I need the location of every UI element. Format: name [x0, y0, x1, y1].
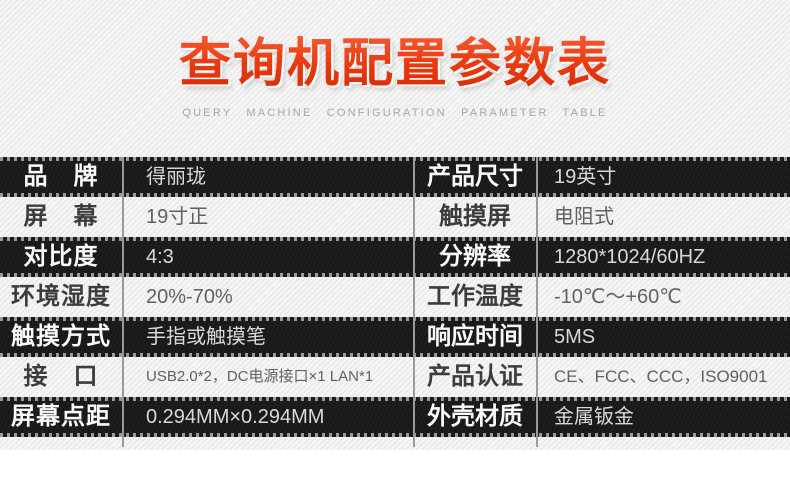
spec-value-contrast: 4:3: [146, 246, 174, 268]
table-row-dot-pitch: 屏幕点距 0.294MM×0.294MM 外壳材质 金属钣金: [0, 397, 790, 437]
table-row-contrast: 对比度 4:3 分辨率 1280*1024/60HZ: [0, 237, 790, 277]
spec-table: 品 牌 得丽珑 产品尺寸 19英寸 屏 幕 19寸正 触摸屏 电阻式 对比度 4…: [0, 157, 790, 447]
table-row-brand: 品 牌 得丽珑 产品尺寸 19英寸: [0, 157, 790, 197]
page-title: 查询机配置参数表: [178, 35, 611, 93]
column-divider: [536, 157, 538, 447]
spec-label-product-size: 产品尺寸: [427, 163, 523, 190]
spec-value-interface: USB2.0*2，DC电源接口×1 LAN*1: [146, 368, 374, 385]
spec-label-case-material: 外壳材质: [427, 403, 523, 430]
spec-label-interface: 接 口: [23, 363, 99, 390]
spec-value-humidity: 20%-70%: [146, 286, 233, 308]
spec-label-humidity: 环境湿度: [11, 283, 111, 310]
spec-label-temperature: 工作温度: [427, 283, 523, 310]
spec-label-brand: 品 牌: [23, 163, 99, 190]
table-row-humidity: 环境湿度 20%-70% 工作温度 -10℃～+60℃: [0, 277, 790, 317]
spec-label-dot-pitch: 屏幕点距: [11, 403, 111, 430]
column-divider: [413, 157, 415, 447]
spec-label-touch-method: 触摸方式: [11, 323, 111, 350]
table-footer-strip: [0, 437, 790, 447]
spec-value-resolution: 1280*1024/60HZ: [554, 246, 706, 268]
spec-label-screen: 屏 幕: [23, 203, 99, 230]
table-row-screen: 屏 幕 19寸正 触摸屏 电阻式: [0, 197, 790, 237]
spec-value-temperature: -10℃～+60℃: [554, 286, 682, 308]
spec-value-screen: 19寸正: [146, 206, 209, 228]
spec-value-certification: CE、FCC、CCC，ISO9001: [554, 367, 768, 386]
spec-label-response-time: 响应时间: [427, 323, 523, 350]
column-divider: [122, 157, 124, 447]
spec-value-touch-screen: 电阻式: [554, 206, 614, 228]
header: 查询机配置参数表 QUERY MACHINE CONFIGURATION PAR…: [0, 0, 790, 120]
spec-label-resolution: 分辨率: [439, 243, 511, 270]
spec-value-case-material: 金属钣金: [554, 406, 634, 428]
spec-value-product-size: 19英寸: [554, 166, 617, 188]
spec-label-touch-screen: 触摸屏: [439, 203, 511, 230]
spec-value-dot-pitch: 0.294MM×0.294MM: [146, 406, 325, 428]
table-row-touch-method: 触摸方式 手指或触摸笔 响应时间 5MS: [0, 317, 790, 357]
spec-label-certification: 产品认证: [427, 363, 523, 390]
spec-value-response-time: 5MS: [554, 326, 596, 348]
spec-value-brand: 得丽珑: [146, 166, 206, 188]
page-subtitle: QUERY MACHINE CONFIGURATION PARAMETER TA…: [182, 107, 608, 119]
striped-background: [0, 0, 790, 450]
spec-value-touch-method: 手指或触摸笔: [146, 326, 266, 348]
spec-label-contrast: 对比度: [23, 243, 99, 270]
table-row-interface: 接 口 USB2.0*2，DC电源接口×1 LAN*1 产品认证 CE、FCC、…: [0, 357, 790, 397]
